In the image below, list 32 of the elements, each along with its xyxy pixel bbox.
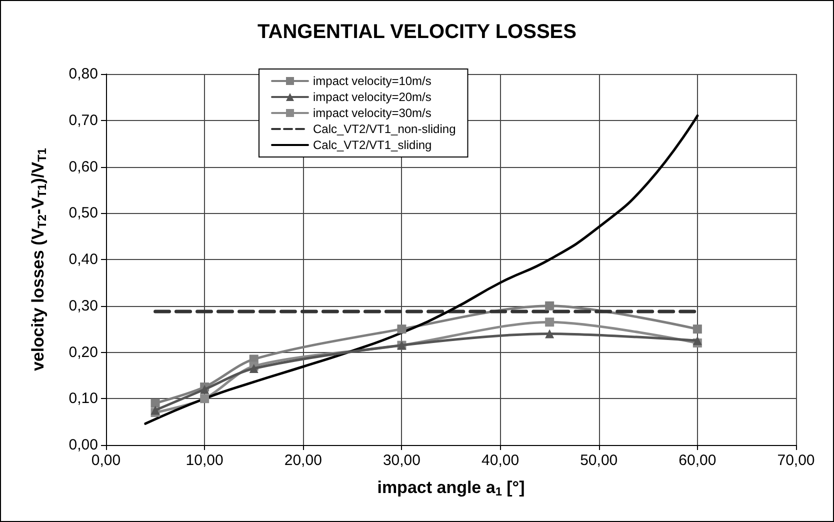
chart-title: TANGENTIAL VELOCITY LOSSES — [258, 21, 576, 43]
x-tick-label: 0,00 — [91, 452, 121, 469]
x-tick-label: 20,00 — [284, 452, 322, 469]
point — [545, 301, 554, 310]
legend-label: impact velocity=10m/s — [313, 74, 432, 88]
x-tick-label: 30,00 — [382, 452, 420, 469]
point — [150, 406, 160, 415]
point — [545, 329, 554, 338]
y-tick-label: 0,00 — [68, 436, 98, 454]
legend-label: Calc_VT2/VT1_non-sliding — [313, 122, 456, 136]
legend-label: impact velocity=30m/s — [313, 106, 432, 120]
x-tick-label: 50,00 — [580, 452, 618, 469]
point — [150, 398, 160, 408]
y-tick-label: 0,10 — [68, 390, 98, 408]
x-tick-label: 70,00 — [777, 452, 815, 469]
legend-label: Calc_VT2/VT1_sliding — [313, 138, 432, 152]
y-tick-label: 0,30 — [68, 297, 98, 314]
point — [397, 324, 406, 334]
x-tick-label: 40,00 — [482, 452, 520, 469]
y-tick-label: 0,40 — [68, 251, 98, 268]
point — [545, 318, 554, 327]
y-tick-label: 0,80 — [68, 66, 98, 82]
point — [692, 324, 702, 334]
y-tick-label: 0,20 — [68, 344, 98, 361]
y-tick-label: 0,60 — [68, 158, 98, 176]
legend-label: impact velocity=20m/s — [313, 90, 432, 104]
y-tick-label: 0,70 — [68, 112, 98, 129]
x-tick-label: 10,00 — [186, 452, 224, 469]
y-tick-label: 0,50 — [68, 204, 98, 222]
point — [200, 394, 210, 404]
y-axis-title: velocity losses (VT2-VT1)/VT1 — [28, 148, 49, 372]
x-tick-label: 60,00 — [678, 452, 716, 469]
